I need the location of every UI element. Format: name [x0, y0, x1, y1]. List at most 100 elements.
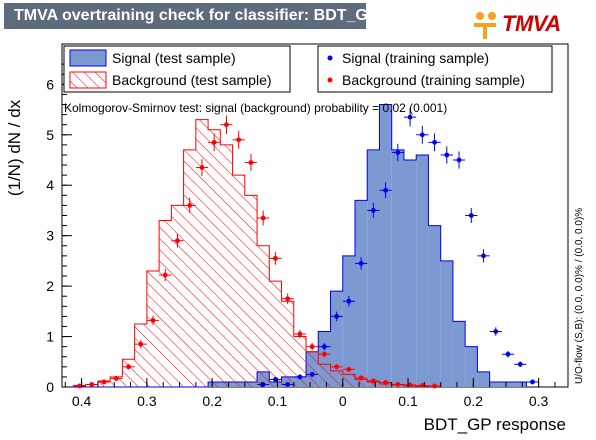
tmva-logo-icon [474, 12, 496, 39]
background-test-bar-6 [146, 270, 160, 387]
background-train-point-18 [297, 331, 303, 337]
background-train-point-17 [285, 296, 291, 302]
x-tick-label-1: 0.3 [137, 393, 157, 409]
background-test-bar-16 [269, 281, 282, 387]
overflow-note: U/O-flow (S,B): (0.0, 0.0)% / (0.0, 0.0)… [574, 208, 585, 384]
background-train-point-7 [162, 272, 168, 278]
background-train-point-9 [187, 203, 193, 208]
background-train-point-15 [260, 215, 266, 221]
signal-train-point-24 [370, 208, 376, 213]
signal-train-point-19 [309, 371, 315, 377]
signal-test-bar-29 [428, 225, 441, 387]
legend-signal-train-label: Signal (training sample) [342, 50, 489, 66]
y-tick-label-1: 1 [46, 329, 54, 345]
background-test-bar-14 [244, 195, 258, 387]
signal-test-bar-36 [514, 381, 527, 387]
background-train-point-1 [89, 382, 95, 387]
ks-test-annotation: Kolmogorov-Smirnov test: signal (backgro… [64, 101, 447, 115]
background-training-series [73, 115, 441, 389]
signal-test-bar-34 [489, 381, 502, 387]
signal-train-point-31 [456, 157, 462, 163]
legend: Signal (test sample) Background (test sa… [63, 45, 553, 93]
background-test-bar-20 [318, 364, 331, 387]
legend-signal-train-marker [327, 55, 333, 61]
signal-test-bar-23 [354, 200, 368, 387]
y-axis-label: (1/N) dN / dx [5, 99, 24, 196]
background-train-point-24 [370, 378, 376, 384]
background-train-point-22 [346, 366, 352, 372]
background-train-point-27 [407, 382, 413, 388]
background-test-bar-24 [367, 381, 380, 387]
x-tick-label-4: 0 [339, 393, 347, 409]
x-tick-label-6: 0.2 [464, 393, 484, 409]
background-test-bar-4 [122, 359, 135, 387]
signal-train-point-26 [395, 150, 401, 155]
background-train-point-2 [101, 379, 107, 385]
background-train-point-23 [358, 375, 364, 381]
background-test-bar-23 [354, 379, 368, 387]
background-train-point-19 [309, 344, 315, 350]
background-test-bar-13 [232, 175, 245, 387]
signal-test-bar-32 [465, 346, 478, 387]
background-test-bar-17 [281, 301, 294, 387]
signal-train-point-16 [273, 377, 278, 382]
background-train-point-3 [113, 376, 119, 381]
signal-test-bar-33 [477, 371, 490, 387]
signal-train-point-15 [260, 382, 266, 387]
signal-train-point-22 [346, 298, 352, 304]
signal-train-point-20 [321, 344, 327, 350]
signal-test-bar-27 [403, 160, 417, 387]
signal-test-bar-21 [330, 291, 343, 387]
x-tick-label-3: 0.1 [268, 393, 288, 409]
signal-train-point-34 [493, 329, 499, 334]
legend-box-right [317, 45, 553, 93]
background-test-bar-22 [342, 374, 355, 387]
x-axis-label: BDT_GP response [424, 415, 566, 434]
background-test-bar-5 [134, 323, 147, 387]
y-tick-label-5: 5 [46, 127, 54, 143]
background-test-bar-19 [306, 351, 319, 387]
signal-train-point-35 [505, 351, 511, 357]
signal-train-point-27 [407, 114, 413, 120]
chart-title: TMVA overtraining check for classifier: … [14, 7, 379, 24]
background-test-outline [72, 119, 442, 387]
background-train-point-29 [432, 383, 437, 389]
background-test-bar-10 [195, 119, 209, 387]
signal-test-bar-24 [367, 149, 380, 387]
background-train-point-8 [175, 238, 180, 244]
background-test-bar-9 [183, 149, 196, 387]
axes: 0.4 0.3 0.2 0.1 0 0.1 0.2 0.3 0 1 2 3 4 5 6 [46, 63, 556, 409]
signal-test-bar-30 [440, 260, 453, 387]
legend-background-train-marker [327, 77, 333, 83]
signal-train-point-23 [358, 261, 364, 266]
signal-train-point-18 [297, 374, 303, 380]
signal-train-point-32 [468, 213, 474, 218]
background-train-point-10 [199, 165, 205, 170]
background-test-bar-7 [159, 220, 172, 387]
signal-test-bar-35 [501, 381, 515, 387]
background-test-bar-25 [379, 383, 392, 387]
background-train-point-4 [126, 364, 131, 370]
y-tick-label-4: 4 [46, 177, 54, 193]
background-train-point-0 [77, 383, 82, 389]
x-tick-label-0: 0.4 [72, 393, 92, 409]
y-tick-label-3: 3 [46, 228, 54, 244]
signal-train-point-33 [481, 253, 486, 259]
x-tick-label-2: 0.2 [202, 393, 222, 409]
signal-train-point-21 [334, 313, 340, 319]
background-test-bar-11 [208, 129, 221, 387]
background-test-bar-15 [257, 245, 270, 387]
y-tick-label-0: 0 [46, 379, 54, 395]
background-train-point-28 [419, 383, 425, 388]
tmva-logo: TMVA [472, 10, 584, 40]
background-test-bar-3 [110, 376, 123, 387]
background-train-point-13 [236, 137, 242, 143]
background-train-point-12 [224, 122, 229, 128]
background-train-point-20 [321, 351, 327, 357]
background-test-bar-8 [171, 205, 184, 387]
signal-train-point-37 [530, 379, 535, 385]
legend-background-test-swatch [69, 71, 107, 89]
background-train-point-11 [211, 139, 217, 145]
